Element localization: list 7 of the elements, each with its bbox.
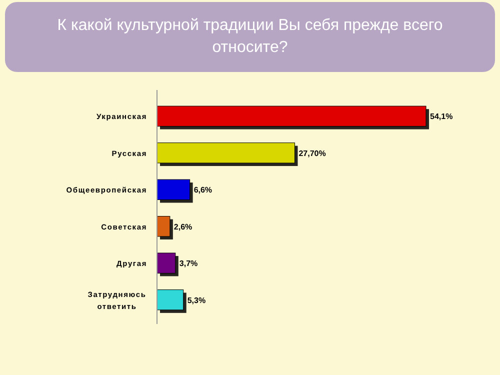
data-label: 6,6% bbox=[194, 186, 212, 195]
data-label: 2,6% bbox=[174, 222, 192, 232]
data-label: 54,1% bbox=[430, 112, 453, 122]
data-label: 27,70% bbox=[298, 148, 326, 158]
chart-title: К какой культурной традиции Вы себя прежде всего относите? bbox=[57, 17, 443, 56]
data-label: 5,3% bbox=[187, 296, 206, 305]
data-label: 3,7% bbox=[179, 259, 198, 268]
